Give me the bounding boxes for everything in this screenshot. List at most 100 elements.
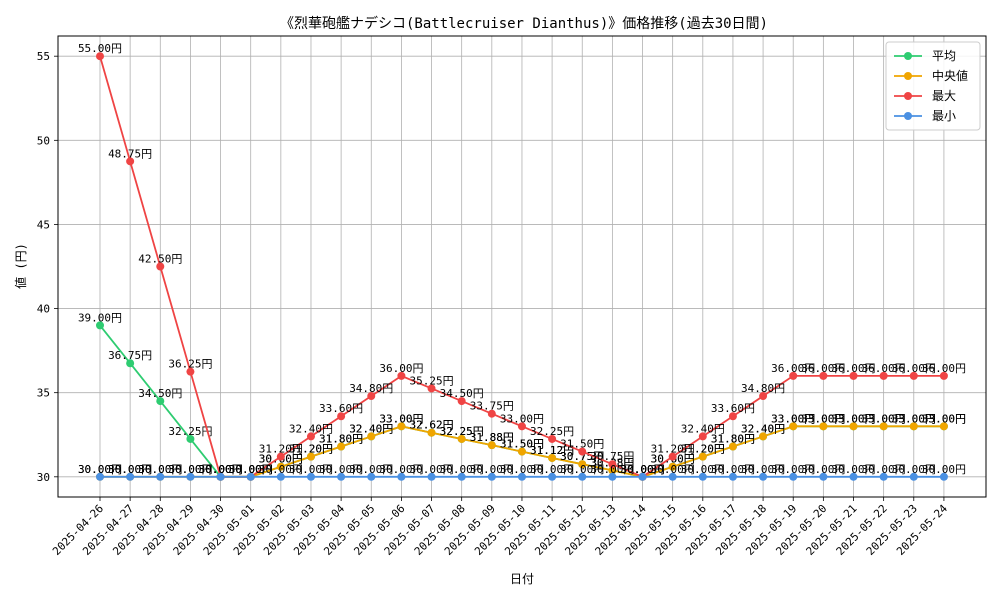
- data-label: 36.00円: [862, 362, 906, 375]
- data-point: [608, 460, 617, 469]
- data-label: 30.00円: [681, 463, 725, 476]
- data-label: 33.00円: [922, 412, 966, 425]
- data-label: 36.25円: [168, 358, 212, 371]
- data-label: 31.80円: [319, 433, 363, 446]
- data-point: [457, 434, 466, 443]
- data-point: [608, 466, 617, 475]
- legend-label: 最小: [932, 109, 956, 123]
- data-label: 33.00円: [379, 412, 423, 425]
- data-point: [186, 472, 195, 481]
- data-point: [909, 472, 918, 481]
- data-point: [487, 409, 496, 418]
- data-point: [668, 462, 677, 471]
- y-tick-label: 30: [37, 471, 50, 484]
- data-point: [156, 262, 165, 271]
- data-label: 31.88円: [470, 431, 514, 444]
- data-label: 32.25円: [440, 425, 484, 438]
- data-label: 34.80円: [741, 382, 785, 395]
- data-label: 55.00円: [78, 42, 122, 55]
- data-label: 31.80円: [711, 433, 755, 446]
- data-point: [548, 472, 557, 481]
- data-point: [698, 452, 707, 461]
- data-label: 32.25円: [530, 425, 574, 438]
- data-label: 31.20円: [259, 443, 303, 456]
- data-label: 30.75円: [560, 450, 604, 463]
- data-label: 33.00円: [379, 412, 423, 425]
- data-label: 33.00円: [892, 412, 936, 425]
- data-point: [126, 472, 135, 481]
- data-label: 31.20円: [289, 443, 333, 456]
- data-point: [849, 472, 858, 481]
- data-label: 30.00円: [801, 463, 845, 476]
- data-point: [367, 392, 376, 401]
- data-point: [337, 472, 346, 481]
- data-point: [909, 371, 918, 380]
- data-point: [879, 422, 888, 431]
- data-point: [698, 432, 707, 441]
- data-point: [789, 472, 798, 481]
- data-point: [306, 432, 315, 441]
- data-point: [849, 371, 858, 380]
- data-label: 30.00円: [229, 463, 273, 476]
- data-label: 33.00円: [862, 412, 906, 425]
- data-label: 33.00円: [892, 412, 936, 425]
- data-point: [96, 321, 104, 330]
- data-label: 30.00円: [409, 463, 453, 476]
- data-point: [849, 422, 858, 431]
- data-label: 33.00円: [831, 412, 875, 425]
- data-point: [578, 460, 587, 469]
- data-label: 33.00円: [771, 412, 815, 425]
- data-point: [939, 472, 948, 481]
- data-point: [668, 472, 677, 481]
- legend-label: 中央値: [932, 68, 968, 83]
- data-point: [126, 359, 135, 368]
- data-label: 30.00円: [168, 463, 212, 476]
- data-point: [728, 472, 737, 481]
- legend-swatch-marker: [904, 72, 912, 80]
- data-point: [939, 422, 948, 431]
- data-point: [819, 371, 828, 380]
- data-point: [216, 472, 225, 481]
- data-point: [427, 428, 436, 437]
- data-label: 30.00円: [198, 463, 242, 476]
- data-label: 30.00円: [138, 463, 182, 476]
- data-point: [578, 447, 587, 456]
- data-label: 30.00円: [78, 463, 122, 476]
- data-label: 33.00円: [801, 412, 845, 425]
- data-point: [548, 453, 557, 462]
- y-tick-label: 45: [37, 218, 50, 231]
- data-label: 36.00円: [831, 362, 875, 375]
- data-point: [789, 371, 798, 380]
- data-point: [728, 412, 737, 421]
- data-label: 35.25円: [409, 374, 453, 387]
- data-label: 30.75円: [560, 450, 604, 463]
- data-label: 30.00円: [711, 463, 755, 476]
- data-label: 31.20円: [681, 443, 725, 456]
- data-point: [879, 371, 888, 380]
- data-label: 33.75円: [470, 400, 514, 413]
- data-label: 48.75円: [108, 147, 152, 160]
- chart-title: 《烈華砲艦ナデシコ(Battlecruiser Dianthus)》価格推移(過…: [280, 15, 768, 32]
- data-label: 32.62円: [409, 419, 453, 432]
- data-label: 33.00円: [862, 412, 906, 425]
- data-label: 32.40円: [349, 422, 393, 435]
- data-point: [457, 472, 466, 481]
- data-point: [367, 432, 376, 441]
- data-point: [306, 472, 315, 481]
- data-label: 31.20円: [651, 443, 695, 456]
- y-axis: 30 35 40 45 50 55: [37, 50, 58, 484]
- data-label: 30.75円: [590, 450, 634, 463]
- data-point: [276, 462, 285, 471]
- data-label: 30.00円: [259, 463, 303, 476]
- data-point: [487, 472, 496, 481]
- data-label: 31.50円: [500, 438, 544, 451]
- data-point: [186, 434, 195, 443]
- data-label: 30.00円: [892, 463, 936, 476]
- data-label: 30.00円: [379, 463, 423, 476]
- data-label: 33.60円: [711, 402, 755, 415]
- data-point: [548, 434, 557, 443]
- data-point: [638, 472, 647, 481]
- data-label: 30.00円: [620, 463, 664, 476]
